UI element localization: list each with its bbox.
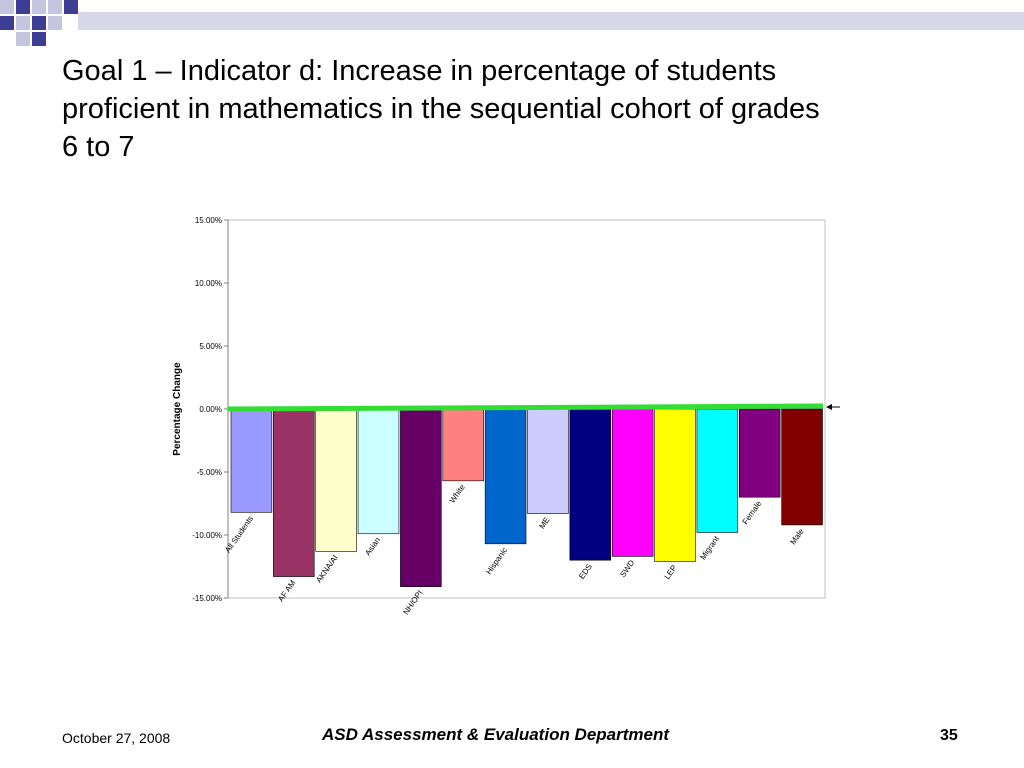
decor-square [32, 0, 46, 14]
bar [527, 408, 569, 514]
decor-square [32, 16, 46, 30]
decor-square [16, 0, 30, 14]
y-tick-label: 5.00% [199, 342, 222, 351]
target-line [227, 403, 824, 412]
footer-date: October 27, 2008 [62, 730, 171, 746]
bar [230, 408, 273, 513]
bar-chart: 15.00% 10.00% 5.00% 0.00% -5.00% -10.00% -15.0… [172, 216, 840, 616]
slide-title: Goal 1 – Indicator d: Increase in percen… [62, 55, 820, 163]
bar [611, 408, 654, 557]
decor-square [16, 16, 30, 30]
y-tick-label: 0.00% [199, 405, 222, 414]
decor-square [48, 0, 62, 14]
decor-square [32, 32, 46, 46]
footer-department: ASD Assessment & Evaluation Department [322, 725, 670, 744]
page-number: 35 [940, 727, 958, 744]
target-arrow-head [826, 404, 832, 410]
bar [442, 408, 484, 482]
bar [654, 408, 696, 562]
y-tick-label: 10.00% [195, 279, 222, 288]
decor-square [0, 0, 14, 14]
bar [781, 408, 823, 526]
corner-decoration [0, 0, 1024, 46]
y-tick-label: 15.00% [195, 216, 222, 225]
y-tick-label: -15.00% [192, 594, 222, 603]
decor-square [0, 16, 14, 30]
bar [738, 408, 781, 498]
y-tick-label: -5.00% [197, 468, 222, 477]
bar [357, 408, 400, 535]
decor-square [64, 0, 78, 14]
bar [273, 408, 315, 577]
bar [400, 408, 442, 587]
header-stripe [78, 12, 1024, 30]
bar [569, 408, 612, 561]
y-axis-title: Percentage Change [172, 362, 183, 456]
decor-square [16, 32, 30, 46]
bar [696, 408, 739, 533]
y-tick-label: -10.00% [192, 531, 222, 540]
bar [315, 408, 357, 552]
decor-square [48, 16, 62, 30]
bar [484, 408, 527, 545]
